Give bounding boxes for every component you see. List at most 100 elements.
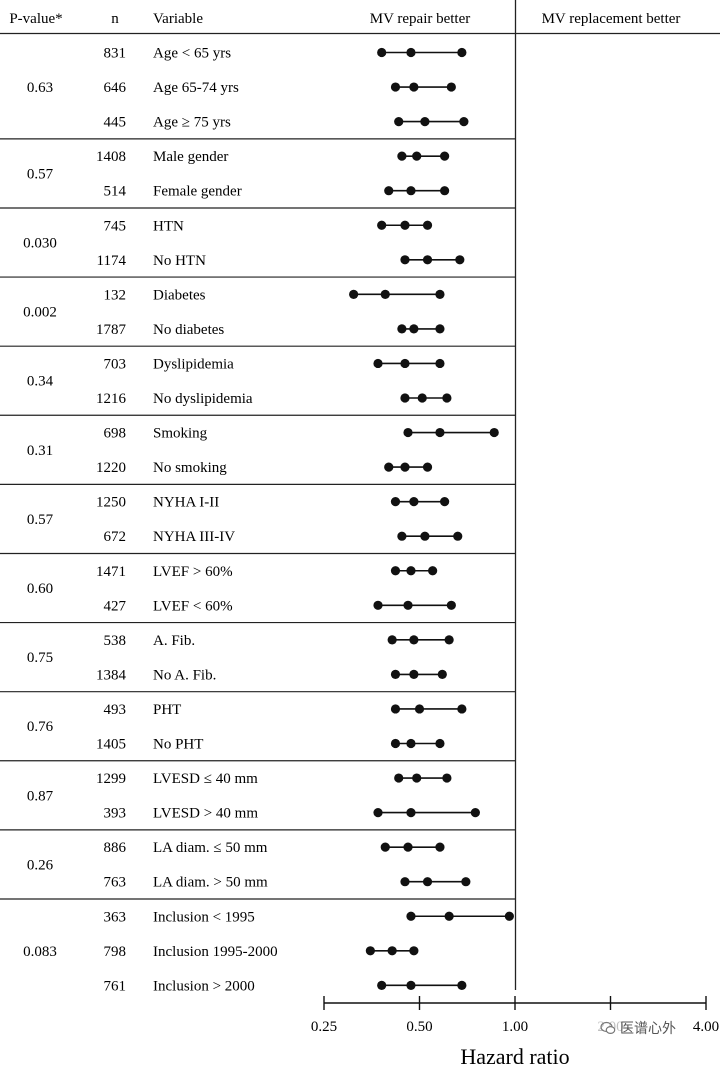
hazard-ratio-point (422, 877, 433, 887)
ci-lower-marker (400, 877, 410, 887)
hazard-ratio-point (409, 324, 419, 334)
hazard-ratio-point (412, 151, 422, 161)
ci-lower-marker (390, 669, 401, 680)
n-value: 886 (104, 840, 127, 856)
ci-upper-marker (428, 566, 438, 576)
ci-lower-marker (397, 151, 407, 161)
n-value: 831 (104, 46, 127, 62)
n-value: 672 (104, 529, 127, 545)
ci-lower-marker (397, 324, 407, 334)
variable-label: LA diam. ≤ 50 mm (153, 840, 268, 856)
axis-title: Hazard ratio (460, 1044, 569, 1066)
variable-label: No diabetes (153, 322, 224, 338)
hazard-ratio-point (406, 186, 416, 196)
table-row: 363 Inclusion < 1995 (104, 909, 514, 925)
ci-lower-marker (377, 47, 387, 58)
ci-lower-marker (397, 531, 407, 541)
variable-label: No dyslipidemia (153, 391, 253, 407)
ci-upper-marker (435, 358, 445, 369)
n-value: 1471 (96, 564, 126, 580)
variable-label: LVEF < 60% (153, 598, 233, 614)
p-value: 0.083 (23, 944, 57, 960)
p-value: 0.57 (27, 512, 54, 528)
variable-label: Diabetes (153, 287, 206, 303)
n-value: 703 (104, 356, 127, 372)
variable-label: LA diam. > 50 mm (153, 875, 268, 891)
p-value: 0.76 (27, 719, 54, 735)
hazard-ratio-point (380, 289, 390, 299)
ci-upper-marker (457, 980, 467, 990)
variable-label: Inclusion < 1995 (153, 909, 255, 925)
table-row: 1216 No dyslipidemia (96, 391, 452, 407)
n-value: 1408 (96, 149, 126, 165)
table-row: 1384 No A. Fib. (96, 667, 447, 683)
hazard-ratio-point (403, 600, 413, 610)
ci-upper-marker (453, 531, 463, 541)
table-row: 672 NYHA III-IV (104, 529, 463, 545)
subgroup: 0.083 363 Inclusion < 1995 798 Inclusion 199… (23, 909, 514, 994)
subgroup: 0.60 1471 LVEF > 60% 427 LVEF < 60% (0, 564, 516, 624)
n-value: 646 (104, 80, 127, 96)
header-n: n (111, 11, 119, 27)
ci-lower-marker (387, 635, 397, 645)
variable-label: LVEF > 60% (153, 564, 233, 580)
variable-label: NYHA III-IV (153, 529, 235, 545)
n-value: 393 (104, 806, 127, 822)
p-value: 0.34 (27, 374, 54, 390)
subgroup: 0.76 493 PHT 1405 No PHT (0, 702, 516, 762)
variable-label: Inclusion 1995-2000 (153, 944, 278, 960)
ci-lower-marker (373, 358, 383, 369)
tick-label: 4.00 (693, 1019, 719, 1035)
p-value: 0.31 (27, 443, 53, 459)
ci-upper-marker (440, 151, 450, 161)
variable-label: Inclusion > 2000 (153, 978, 255, 994)
ci-lower-marker (377, 220, 387, 230)
n-value: 798 (104, 944, 127, 960)
p-value: 0.75 (27, 650, 53, 666)
hazard-ratio-point (420, 117, 430, 127)
table-row: 132 Diabetes (104, 287, 445, 303)
variable-label: Male gender (153, 149, 228, 165)
tick-label: 0.50 (406, 1019, 432, 1035)
n-value: 1299 (96, 771, 126, 787)
ci-upper-marker (489, 427, 499, 438)
hazard-ratio-point (403, 842, 413, 852)
variable-label: Female gender (153, 184, 242, 200)
ci-lower-marker (390, 82, 401, 92)
ci-upper-marker (422, 220, 433, 230)
table-row: 886 LA diam. ≤ 50 mm (104, 840, 445, 856)
subgroup: 0.030 745 HTN 1174 No HTN (0, 218, 516, 278)
p-value: 0.57 (27, 166, 54, 182)
n-value: 1405 (96, 737, 126, 753)
p-value: 0.87 (27, 788, 54, 804)
ci-upper-marker (409, 946, 419, 956)
subgroup: 0.002 132 Diabetes 1787 No diabetes (0, 287, 516, 347)
hazard-ratio-point (387, 946, 397, 956)
watermark: 医谱心外 (598, 1018, 678, 1038)
p-value: 0.030 (23, 236, 57, 252)
ci-lower-marker (384, 186, 394, 196)
hazard-ratio-point (409, 635, 419, 645)
table-row: 1220 No smoking (96, 460, 433, 476)
hazard-ratio-point (406, 808, 416, 818)
ci-upper-marker (457, 704, 467, 714)
p-value: 0.60 (27, 581, 53, 597)
table-row: 698 Smoking (104, 426, 499, 442)
tick-label: 1.00 (502, 1019, 528, 1035)
n-value: 363 (104, 909, 127, 925)
ci-upper-marker (455, 255, 465, 265)
variable-label: No PHT (153, 737, 203, 753)
hazard-ratio-point (406, 566, 416, 576)
variable-label: LVESD ≤ 40 mm (153, 771, 258, 787)
ci-upper-marker (446, 82, 456, 92)
ci-lower-marker (390, 566, 401, 576)
ci-upper-marker (435, 324, 445, 334)
variable-label: HTN (153, 218, 184, 234)
table-row: 1174 No HTN (97, 253, 465, 269)
ci-lower-marker (394, 773, 404, 783)
variable-label: NYHA I-II (153, 495, 219, 511)
ci-upper-marker (457, 47, 467, 58)
table-row: 646 Age 65-74 yrs (104, 80, 456, 96)
